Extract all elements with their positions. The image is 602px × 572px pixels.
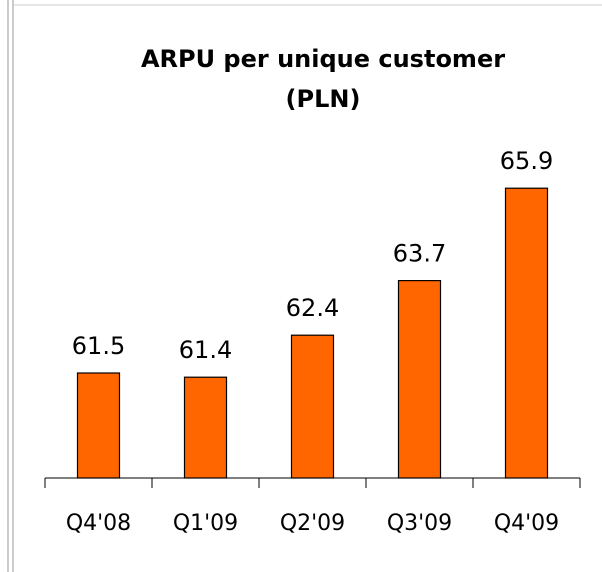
chart-title: ARPU per unique customer [141, 45, 505, 73]
value-label: 61.4 [179, 336, 232, 364]
value-label: 62.4 [286, 294, 339, 322]
bar [397, 280, 442, 479]
x-tick-label: Q4'08 [66, 511, 131, 536]
value-label: 63.7 [393, 240, 446, 268]
bar [76, 372, 121, 479]
value-label: 65.9 [500, 147, 553, 175]
x-tick-label: Q2'09 [280, 511, 345, 536]
bar [183, 376, 228, 479]
bar [290, 334, 335, 479]
x-tick-label: Q3'09 [387, 511, 452, 536]
x-tick-label: Q1'09 [173, 511, 238, 536]
value-label: 61.5 [72, 332, 125, 360]
x-tick-label: Q4'09 [494, 511, 559, 536]
bar [504, 187, 549, 479]
chart-title: (PLN) [286, 85, 361, 113]
